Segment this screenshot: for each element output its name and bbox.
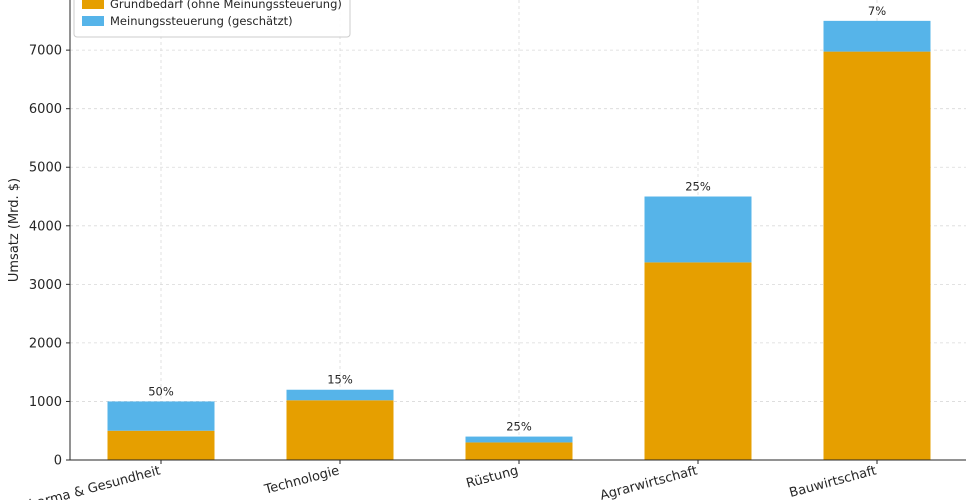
bar-meinungssteuerung (286, 389, 394, 401)
percent-labels: 50% 15% 25% 25% 7% (148, 4, 886, 434)
legend: Grundbedarf (ohne Meinungssteuerung) Mein… (73, 0, 351, 38)
x-tick-labels: Pharma & Gesundheit Technologie Rüstung Agr… (20, 463, 878, 504)
y-tick-labels: 0 1000 2000 3000 4000 5000 6000 7000 (29, 44, 62, 469)
bar-meinungssteuerung (107, 401, 215, 431)
y-tick-label: 7000 (29, 44, 62, 59)
x-tick-label: Technologie (262, 463, 341, 498)
y-tick-label: 2000 (29, 336, 62, 351)
y-axis-label: Umsatz (Mrd. $) (7, 178, 22, 282)
x-tick-label: Rüstung (465, 463, 520, 491)
y-tick-label: 0 (54, 454, 62, 469)
legend-swatch (82, 16, 104, 26)
y-tick-label: 5000 (29, 161, 62, 176)
y-tick-label: 3000 (29, 278, 62, 293)
bar-meinungssteuerung (465, 436, 573, 443)
bars (107, 20, 931, 460)
y-tick-label: 1000 (29, 395, 62, 410)
legend-box (73, 0, 351, 38)
percent-label: 25% (685, 180, 711, 194)
percent-label: 50% (148, 384, 174, 398)
percent-label: 7% (868, 4, 886, 18)
bar-grundbedarf (465, 442, 573, 460)
bar-meinungssteuerung (823, 20, 931, 52)
x-tick-label: Agrarwirtschaft (599, 463, 700, 500)
y-tick-label: 6000 (29, 102, 62, 117)
legend-label: Meinungssteuerung (geschätzt) (110, 14, 293, 28)
bar-grundbedarf (286, 400, 394, 460)
bar-meinungssteuerung (644, 196, 752, 263)
bar-grundbedarf (107, 430, 215, 460)
x-tick-label: Bauwirtschaft (788, 463, 878, 500)
axes (66, 0, 966, 464)
bar-grundbedarf (823, 51, 931, 460)
legend-swatch (82, 0, 104, 9)
legend-label: Grundbedarf (ohne Meinungssteuerung) (110, 0, 342, 11)
percent-label: 25% (506, 420, 532, 434)
y-tick-label: 4000 (29, 219, 62, 234)
percent-label: 15% (327, 373, 353, 387)
x-tick-label: Pharma & Gesundheit (20, 463, 162, 500)
bar-grundbedarf (644, 262, 752, 460)
